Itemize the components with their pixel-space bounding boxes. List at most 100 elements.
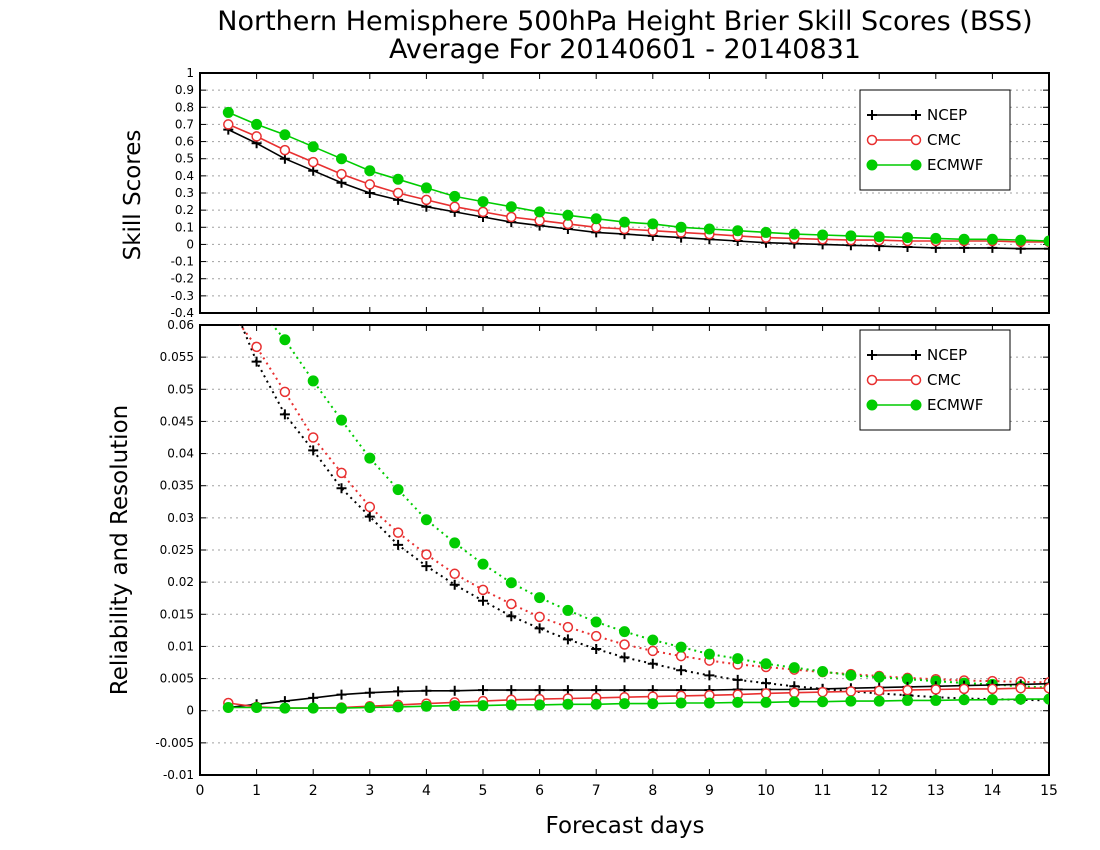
data-point-ecmwf-dotted: [534, 592, 546, 604]
y-tick-label: 0.01: [167, 639, 194, 653]
data-point-ecmwf-solid: [279, 702, 291, 714]
data-point-ecmwf-solid: [505, 201, 517, 213]
data-point-ecmwf-dotted: [307, 375, 319, 387]
y-tick-label: 0.02: [167, 575, 194, 589]
data-point-ecmwf-solid: [420, 700, 432, 712]
data-point-ncep-solid: [449, 685, 460, 696]
data-point-ncep-dotted: [534, 623, 545, 634]
data-point-cmc-dotted: [562, 621, 574, 633]
x-tick-label: 0: [196, 783, 205, 799]
y-tick-label: -0.3: [171, 289, 194, 303]
x-tick-label: 1: [252, 783, 261, 799]
x-tick-label: 11: [814, 783, 832, 799]
x-tick-label: 8: [648, 783, 657, 799]
y-tick-label: 0.05: [167, 382, 194, 396]
y-tick-label: 0.055: [160, 350, 194, 364]
data-point-ecmwf-solid: [647, 698, 659, 710]
data-point-ecmwf-solid: [986, 694, 998, 706]
data-point-ecmwf-solid: [902, 232, 913, 244]
legend-marker-cmc: [866, 134, 878, 146]
legend-marker-ncep: [867, 110, 877, 120]
data-point-cmc-solid: [477, 206, 489, 218]
data-point-ncep-dotted: [676, 665, 687, 676]
data-point-cmc-dotted: [675, 650, 687, 662]
data-point-ncep-dotted: [619, 652, 630, 663]
data-point-cmc-dotted: [421, 549, 432, 560]
data-point-ncep-solid: [1044, 678, 1049, 689]
data-point-ncep-solid: [506, 685, 517, 696]
legend-marker-ecmwf: [866, 159, 878, 171]
data-point-cmc-solid: [251, 131, 262, 142]
data-point-ncep-dotted: [308, 445, 319, 456]
data-point-ecmwf-solid: [703, 223, 715, 235]
x-tick-label: 12: [870, 783, 888, 799]
data-point-cmc-solid: [421, 194, 432, 206]
y-tick-label: 1: [186, 66, 194, 80]
legend-label-cmc: CMC: [927, 371, 961, 389]
data-point-ecmwf-solid: [364, 165, 376, 177]
data-point-ecmwf-solid: [307, 141, 319, 153]
data-point-cmc-solid: [873, 685, 885, 697]
data-point-cmc-solid: [1015, 682, 1026, 694]
data-point-ncep-dotted: [279, 409, 290, 420]
legend-marker-cmc: [910, 134, 922, 146]
y-tick-label: 0.015: [160, 607, 194, 621]
data-point-ecmwf-solid: [703, 697, 715, 709]
data-point-ecmwf-solid: [619, 216, 630, 228]
legend-marker-cmc: [866, 374, 878, 386]
data-point-ncep-dotted: [704, 670, 715, 681]
x-tick-label: 4: [422, 783, 431, 799]
chart-panel-1: -0.4 -0.3 -0.2 -0.1 0 0.1 0.2 0.3 0.4 0.5 0.6 0.7 0.…: [120, 66, 1050, 320]
data-point-cmc-solid: [817, 686, 828, 698]
data-point-ecmwf-solid: [279, 129, 291, 141]
data-point-ecmwf-solid: [336, 702, 347, 714]
data-point-ecmwf-solid: [930, 694, 942, 706]
data-point-ecmwf-solid: [958, 694, 970, 706]
data-point-ncep-solid: [336, 689, 347, 700]
data-point-cmc-dotted: [279, 386, 291, 398]
data-point-ecmwf-dotted: [788, 662, 800, 674]
data-point-ncep-dotted: [478, 595, 488, 606]
y-tick-label: 0.04: [167, 447, 194, 461]
y-axis-title: Reliability and Resolution: [107, 405, 133, 695]
legend-marker-ecmwf: [910, 159, 922, 171]
y-tick-label: 0.7: [175, 117, 194, 131]
data-point-ecmwf-solid: [873, 231, 885, 243]
data-point-ecmwf-solid: [222, 702, 234, 713]
y-tick-label: 0.1: [175, 220, 194, 234]
y-tick-label: 0.035: [160, 479, 194, 493]
legend-label-ecmwf: ECMWF: [927, 396, 983, 414]
y-tick-label: 0.06: [167, 318, 194, 332]
data-point-ncep-dotted: [732, 674, 743, 685]
data-point-ncep-dotted: [647, 658, 658, 669]
data-point-cmc-dotted: [336, 467, 347, 479]
data-point-ncep-dotted: [251, 356, 262, 367]
data-point-ecmwf-dotted: [420, 514, 432, 526]
data-point-cmc-dotted: [364, 501, 376, 513]
data-point-ecmwf-solid: [788, 228, 800, 240]
data-point-ecmwf-dotted: [223, 269, 233, 279]
data-point-ecmwf-solid: [222, 106, 234, 118]
legend-marker-ncep: [867, 350, 877, 360]
y-tick-label: -0.4: [171, 306, 194, 320]
series-group: [222, 106, 1049, 254]
data-point-ecmwf-dotted: [590, 616, 602, 628]
data-point-ncep-dotted: [393, 539, 404, 550]
data-point-ecmwf-solid: [590, 698, 602, 710]
data-point-ecmwf-solid: [845, 695, 857, 707]
x-axis-title: Forecast days: [546, 813, 705, 839]
data-point-ecmwf-dotted: [619, 626, 630, 638]
y-tick-label: 0.3: [175, 186, 194, 200]
chart-title-line2: Average For 20140601 - 20140831: [389, 34, 861, 65]
data-point-ecmwf-solid: [307, 702, 319, 714]
data-point-ecmwf-solid: [1015, 234, 1027, 246]
data-point-ecmwf-solid: [675, 221, 687, 233]
data-point-ecmwf-solid: [251, 118, 263, 130]
data-point-ncep-dotted: [336, 483, 347, 494]
data-point-ecmwf-dotted: [675, 641, 687, 653]
data-point-ecmwf-solid: [675, 697, 687, 709]
data-point-ecmwf-solid: [902, 694, 913, 706]
data-point-ecmwf-dotted: [647, 634, 659, 646]
data-point-ecmwf-solid: [477, 700, 489, 712]
data-point-ecmwf-solid: [505, 699, 517, 711]
